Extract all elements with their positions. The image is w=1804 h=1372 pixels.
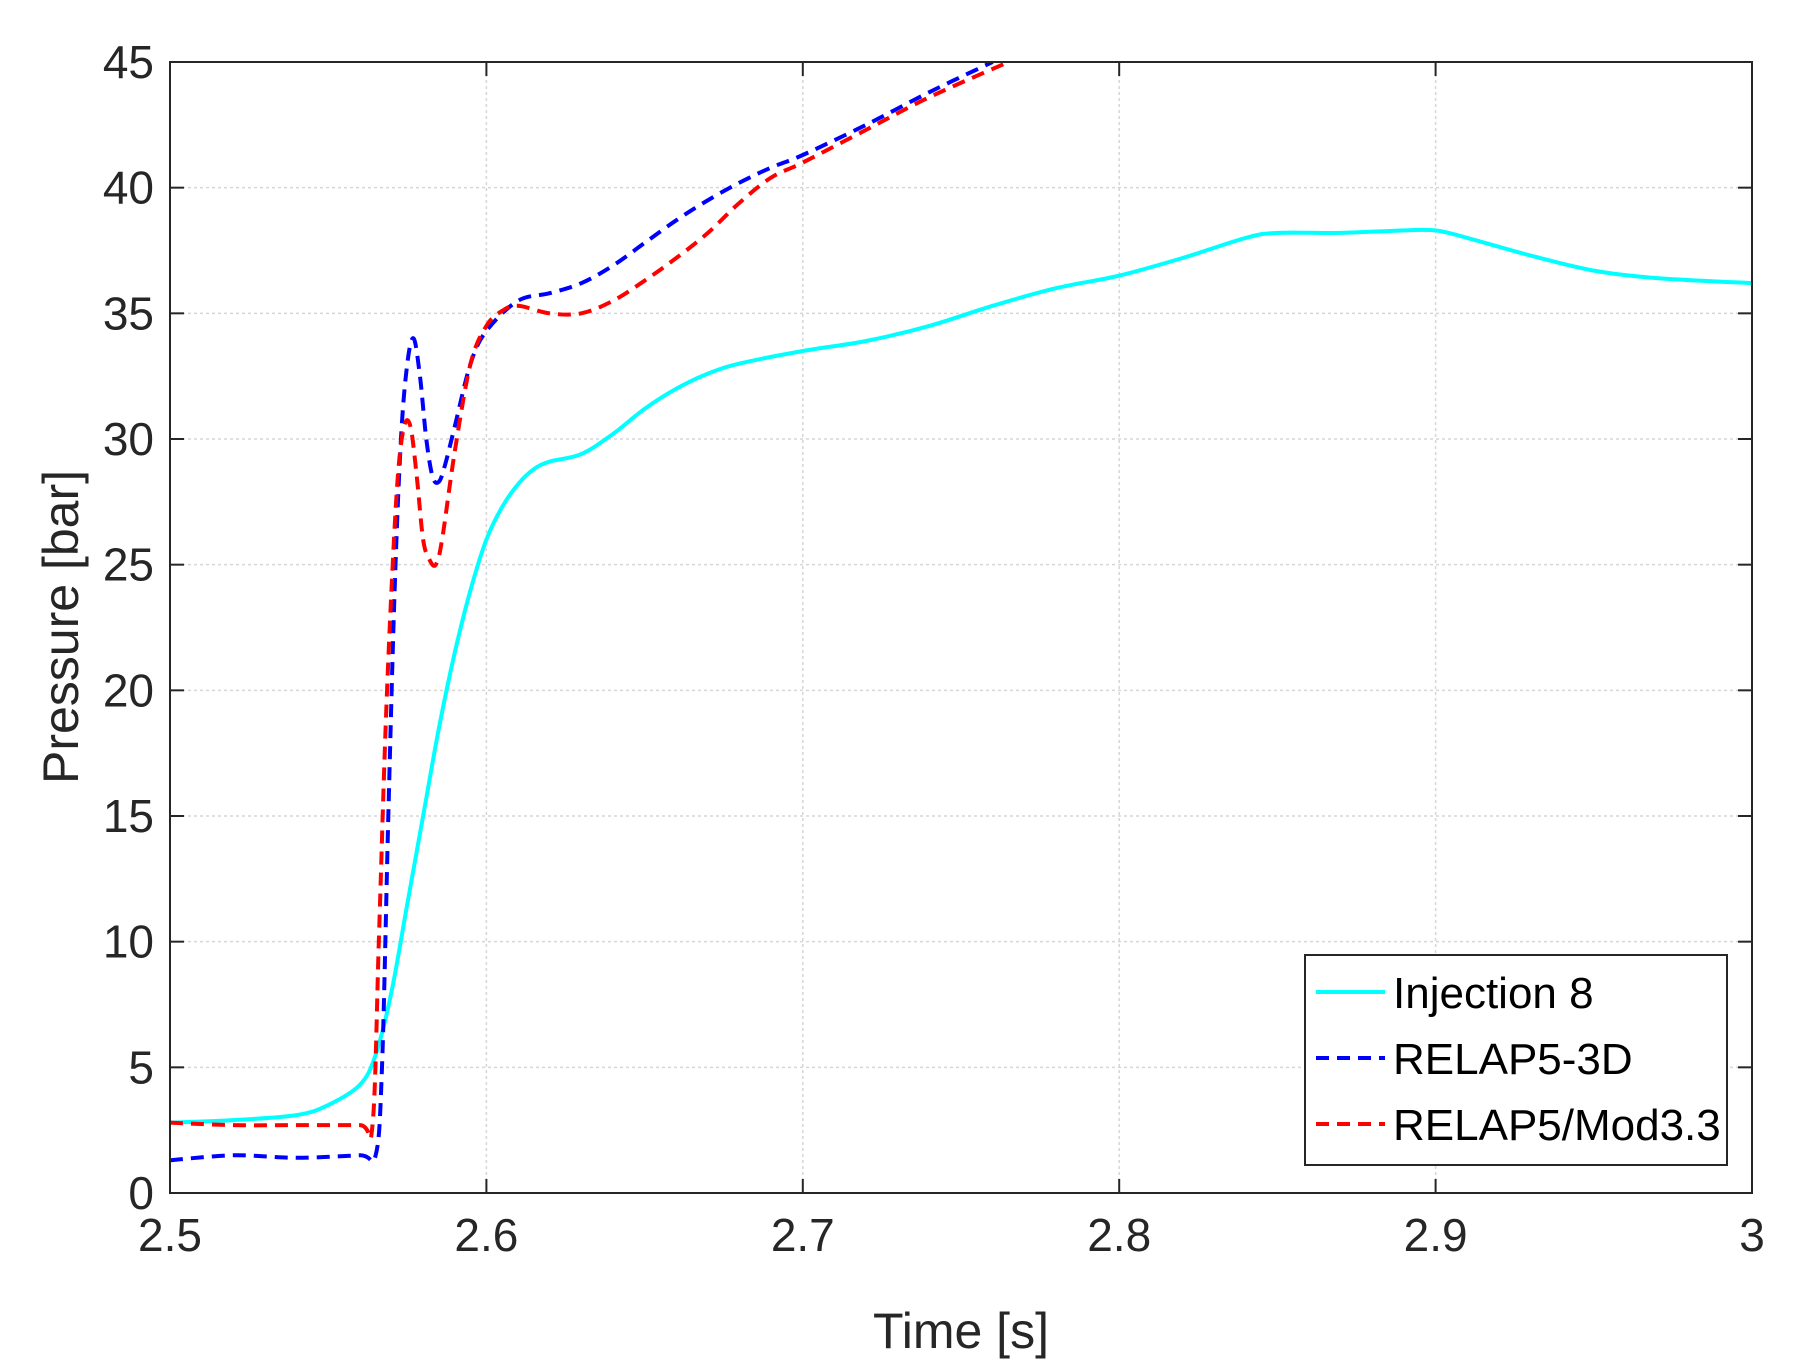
y-tick-label: 0 <box>128 1167 154 1219</box>
y-tick-label: 45 <box>103 36 154 88</box>
y-tick-label: 40 <box>103 162 154 214</box>
plot-area-frame <box>169 61 1753 1194</box>
series-layer <box>170 62 1752 1164</box>
y-tick-label: 30 <box>103 413 154 465</box>
y-tick-label: 10 <box>103 916 154 968</box>
legend-label-relap5-3d: RELAP5-3D <box>1393 1035 1633 1084</box>
legend: Injection 8 RELAP5-3D RELAP5/Mod3.3 <box>1304 954 1728 1166</box>
series-line-relap5-mod3-3 <box>170 62 1010 1141</box>
x-tick-label: 3 <box>1739 1209 1765 1261</box>
series-line-injection-8 <box>170 227 1752 1125</box>
y-tick-label: 5 <box>128 1041 154 1093</box>
series-line-relap5-3d <box>170 62 994 1164</box>
x-axis-title: Time [s] <box>873 1303 1049 1359</box>
y-tick-label: 20 <box>103 664 154 716</box>
x-tick-label: 2.5 <box>138 1209 202 1261</box>
legend-label-relap5-mod3-3: RELAP5/Mod3.3 <box>1393 1101 1721 1150</box>
x-tick-label: 2.7 <box>771 1209 835 1261</box>
x-tick-label: 2.8 <box>1087 1209 1151 1261</box>
x-tick-label: 2.9 <box>1404 1209 1468 1261</box>
grid <box>170 62 1752 1193</box>
x-tick-label: 2.6 <box>454 1209 518 1261</box>
legend-label-injection-8: Injection 8 <box>1393 969 1594 1018</box>
y-axis-title: Pressure [bar] <box>33 470 89 784</box>
y-tick-label: 35 <box>103 287 154 339</box>
y-tick-label: 25 <box>103 539 154 591</box>
y-tick-label: 15 <box>103 790 154 842</box>
